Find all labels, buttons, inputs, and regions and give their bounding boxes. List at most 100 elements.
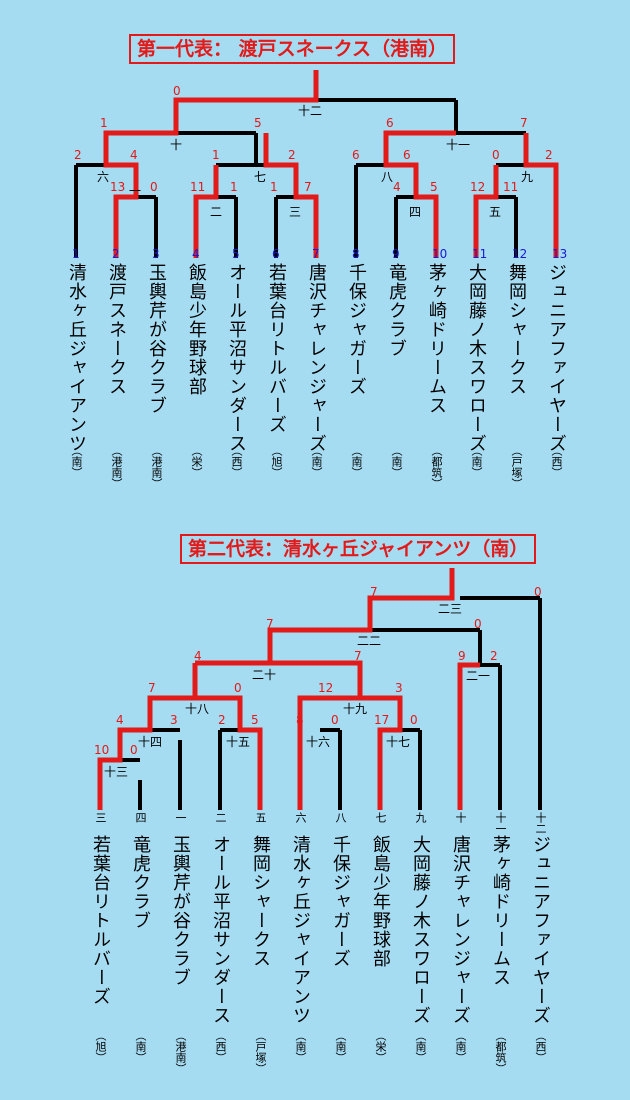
team-slot: 十	[454, 812, 467, 823]
team-area: （南）	[310, 445, 323, 478]
score: 5	[254, 116, 262, 130]
team-slot: 十二	[534, 812, 547, 834]
score: 1	[230, 180, 238, 194]
score: 0	[150, 180, 158, 194]
team-name: 茅ヶ崎ドリームス	[426, 263, 447, 415]
score: 17	[374, 713, 390, 727]
score: 6	[403, 148, 411, 162]
team-area: （戸塚）	[510, 445, 523, 489]
team-number: 2	[112, 247, 120, 261]
team-slot: 七	[374, 812, 387, 823]
match-label: 四	[409, 205, 422, 219]
score: 0	[331, 713, 339, 727]
match-label: 二二	[357, 634, 382, 648]
score: 0	[492, 148, 500, 162]
team-number: 3	[152, 247, 160, 261]
score: 12	[470, 180, 486, 194]
score: 0	[130, 743, 138, 757]
match-label: 二十	[252, 668, 277, 682]
score: 1	[212, 148, 220, 162]
score: 3	[395, 681, 403, 695]
score: 0	[410, 713, 418, 727]
team-number: 12	[512, 247, 528, 261]
score: 5	[430, 180, 438, 194]
team-area: （西）	[230, 445, 243, 478]
team-area: （栄）	[190, 445, 203, 478]
score: 11	[190, 180, 206, 194]
team-number: 13	[552, 247, 568, 261]
score: 3	[170, 713, 178, 727]
team-slot: 十一	[494, 812, 507, 834]
rep1-title: 第一代表： 渡戸スネークス（港南）	[129, 34, 456, 64]
team-slot: 四	[134, 812, 147, 823]
team-number: 6	[272, 247, 280, 261]
match-label: 二一	[466, 669, 491, 683]
match-label: 十	[170, 138, 183, 152]
team-area: （都筑）	[494, 1030, 507, 1074]
team-name: 竜虎クラブ	[386, 263, 407, 358]
match-label: 十九	[343, 702, 368, 716]
team-name: オール平沼サンダース	[226, 263, 247, 453]
score: 0	[474, 617, 482, 631]
score: 7	[370, 585, 378, 599]
team-number: 8	[352, 247, 360, 261]
team-name: 清水ヶ丘ジャイアンツ	[66, 263, 87, 453]
team-name: 渡戸スネークス	[106, 263, 127, 396]
score: 2	[545, 148, 553, 162]
team-name: 清水ヶ丘ジャイアンツ	[290, 835, 311, 1025]
team-name: 千保ジャガーズ	[330, 835, 351, 968]
team-area: （旭）	[270, 445, 283, 478]
team-area: （南）	[334, 1030, 347, 1063]
score: 11	[503, 180, 519, 194]
team-number: 11	[472, 247, 488, 261]
score: 2	[218, 713, 226, 727]
score: 7	[266, 617, 274, 631]
score: 7	[148, 681, 156, 695]
match-label: 五	[489, 205, 502, 219]
match-label: 十五	[226, 735, 251, 749]
score: 10	[94, 743, 110, 757]
team-name: 唐沢チャレンジャーズ	[306, 263, 327, 453]
team-name: 玉輿芹が谷クラブ	[146, 263, 167, 415]
team-name: 竜虎クラブ	[130, 835, 151, 930]
match-label: 七	[254, 170, 267, 184]
score: 1	[100, 116, 108, 130]
team-name: 唐沢チャレンジャーズ	[450, 835, 471, 1025]
team-area: （南）	[390, 445, 403, 478]
match-label: 三	[289, 205, 302, 219]
score: 7	[520, 116, 528, 130]
score: 12	[318, 681, 334, 695]
team-name: 飯島少年野球部	[370, 835, 391, 968]
team-number: 1	[72, 247, 80, 261]
team-area: （都筑）	[430, 445, 443, 489]
rep2-title: 第二代表：清水ヶ丘ジャイアンツ（南）	[180, 534, 537, 564]
score: 0	[534, 585, 542, 599]
team-area: （南）	[350, 445, 363, 478]
team-area: （戸塚）	[254, 1030, 267, 1074]
team-slot: 二	[214, 812, 227, 823]
team-name: 舞岡シャークス	[250, 835, 271, 968]
team-area: （南）	[70, 445, 83, 478]
team-area: （栄）	[374, 1030, 387, 1063]
team-number: 5	[232, 247, 240, 261]
team-number: 4	[192, 247, 200, 261]
score: 0	[234, 681, 242, 695]
team-area: （港南）	[174, 1030, 187, 1074]
team-name: 千保ジャガーズ	[346, 263, 367, 396]
team-area: （南）	[134, 1030, 147, 1063]
team-name: 飯島少年野球部	[186, 263, 207, 396]
match-label: 十六	[306, 735, 331, 749]
team-name: 若葉台リトルバーズ	[266, 263, 287, 434]
score: 9	[458, 649, 466, 663]
team-name: ジュニアファイヤーズ	[530, 835, 551, 1025]
team-area: （西）	[214, 1030, 227, 1063]
match-label: 十四	[138, 735, 163, 749]
team-name: 玉輿芹が谷クラブ	[170, 835, 191, 987]
team-slot: 三	[94, 812, 107, 823]
score: 4	[194, 649, 202, 663]
score: 6	[352, 148, 360, 162]
team-area: （南）	[294, 1030, 307, 1063]
team-name: 舞岡シャークス	[506, 263, 527, 396]
team-slot: 八	[334, 812, 347, 823]
